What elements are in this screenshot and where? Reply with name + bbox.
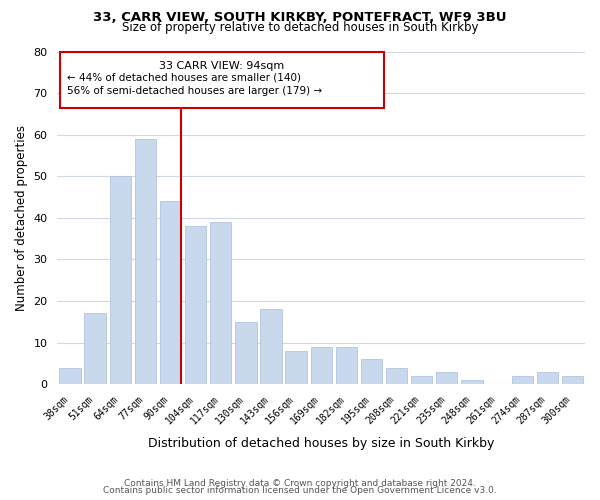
Text: 33, CARR VIEW, SOUTH KIRKBY, PONTEFRACT, WF9 3BU: 33, CARR VIEW, SOUTH KIRKBY, PONTEFRACT,… [93,11,507,24]
Bar [536,372,558,384]
Text: Size of property relative to detached houses in South Kirkby: Size of property relative to detached ho… [122,22,478,35]
Bar [386,368,407,384]
Text: Contains HM Land Registry data © Crown copyright and database right 2024.: Contains HM Land Registry data © Crown c… [124,478,476,488]
Bar [311,346,332,384]
Bar [110,176,131,384]
Bar [260,310,281,384]
Bar [85,314,106,384]
X-axis label: Distribution of detached houses by size in South Kirkby: Distribution of detached houses by size … [148,437,494,450]
Bar [436,372,457,384]
Bar [411,376,433,384]
Text: 56% of semi-detached houses are larger (179) →: 56% of semi-detached houses are larger (… [67,86,323,96]
Bar [235,322,257,384]
Bar [59,368,80,384]
Bar [185,226,206,384]
Text: ← 44% of detached houses are smaller (140): ← 44% of detached houses are smaller (14… [67,72,301,83]
Bar [512,376,533,384]
Bar [134,139,156,384]
Bar [562,376,583,384]
Bar [286,351,307,384]
Y-axis label: Number of detached properties: Number of detached properties [15,125,28,311]
Bar [361,359,382,384]
Bar [210,222,232,384]
Text: 33 CARR VIEW: 94sqm: 33 CARR VIEW: 94sqm [160,60,284,70]
Bar [461,380,482,384]
FancyBboxPatch shape [60,52,384,108]
Text: Contains public sector information licensed under the Open Government Licence v3: Contains public sector information licen… [103,486,497,495]
Bar [335,346,357,384]
Bar [160,201,181,384]
